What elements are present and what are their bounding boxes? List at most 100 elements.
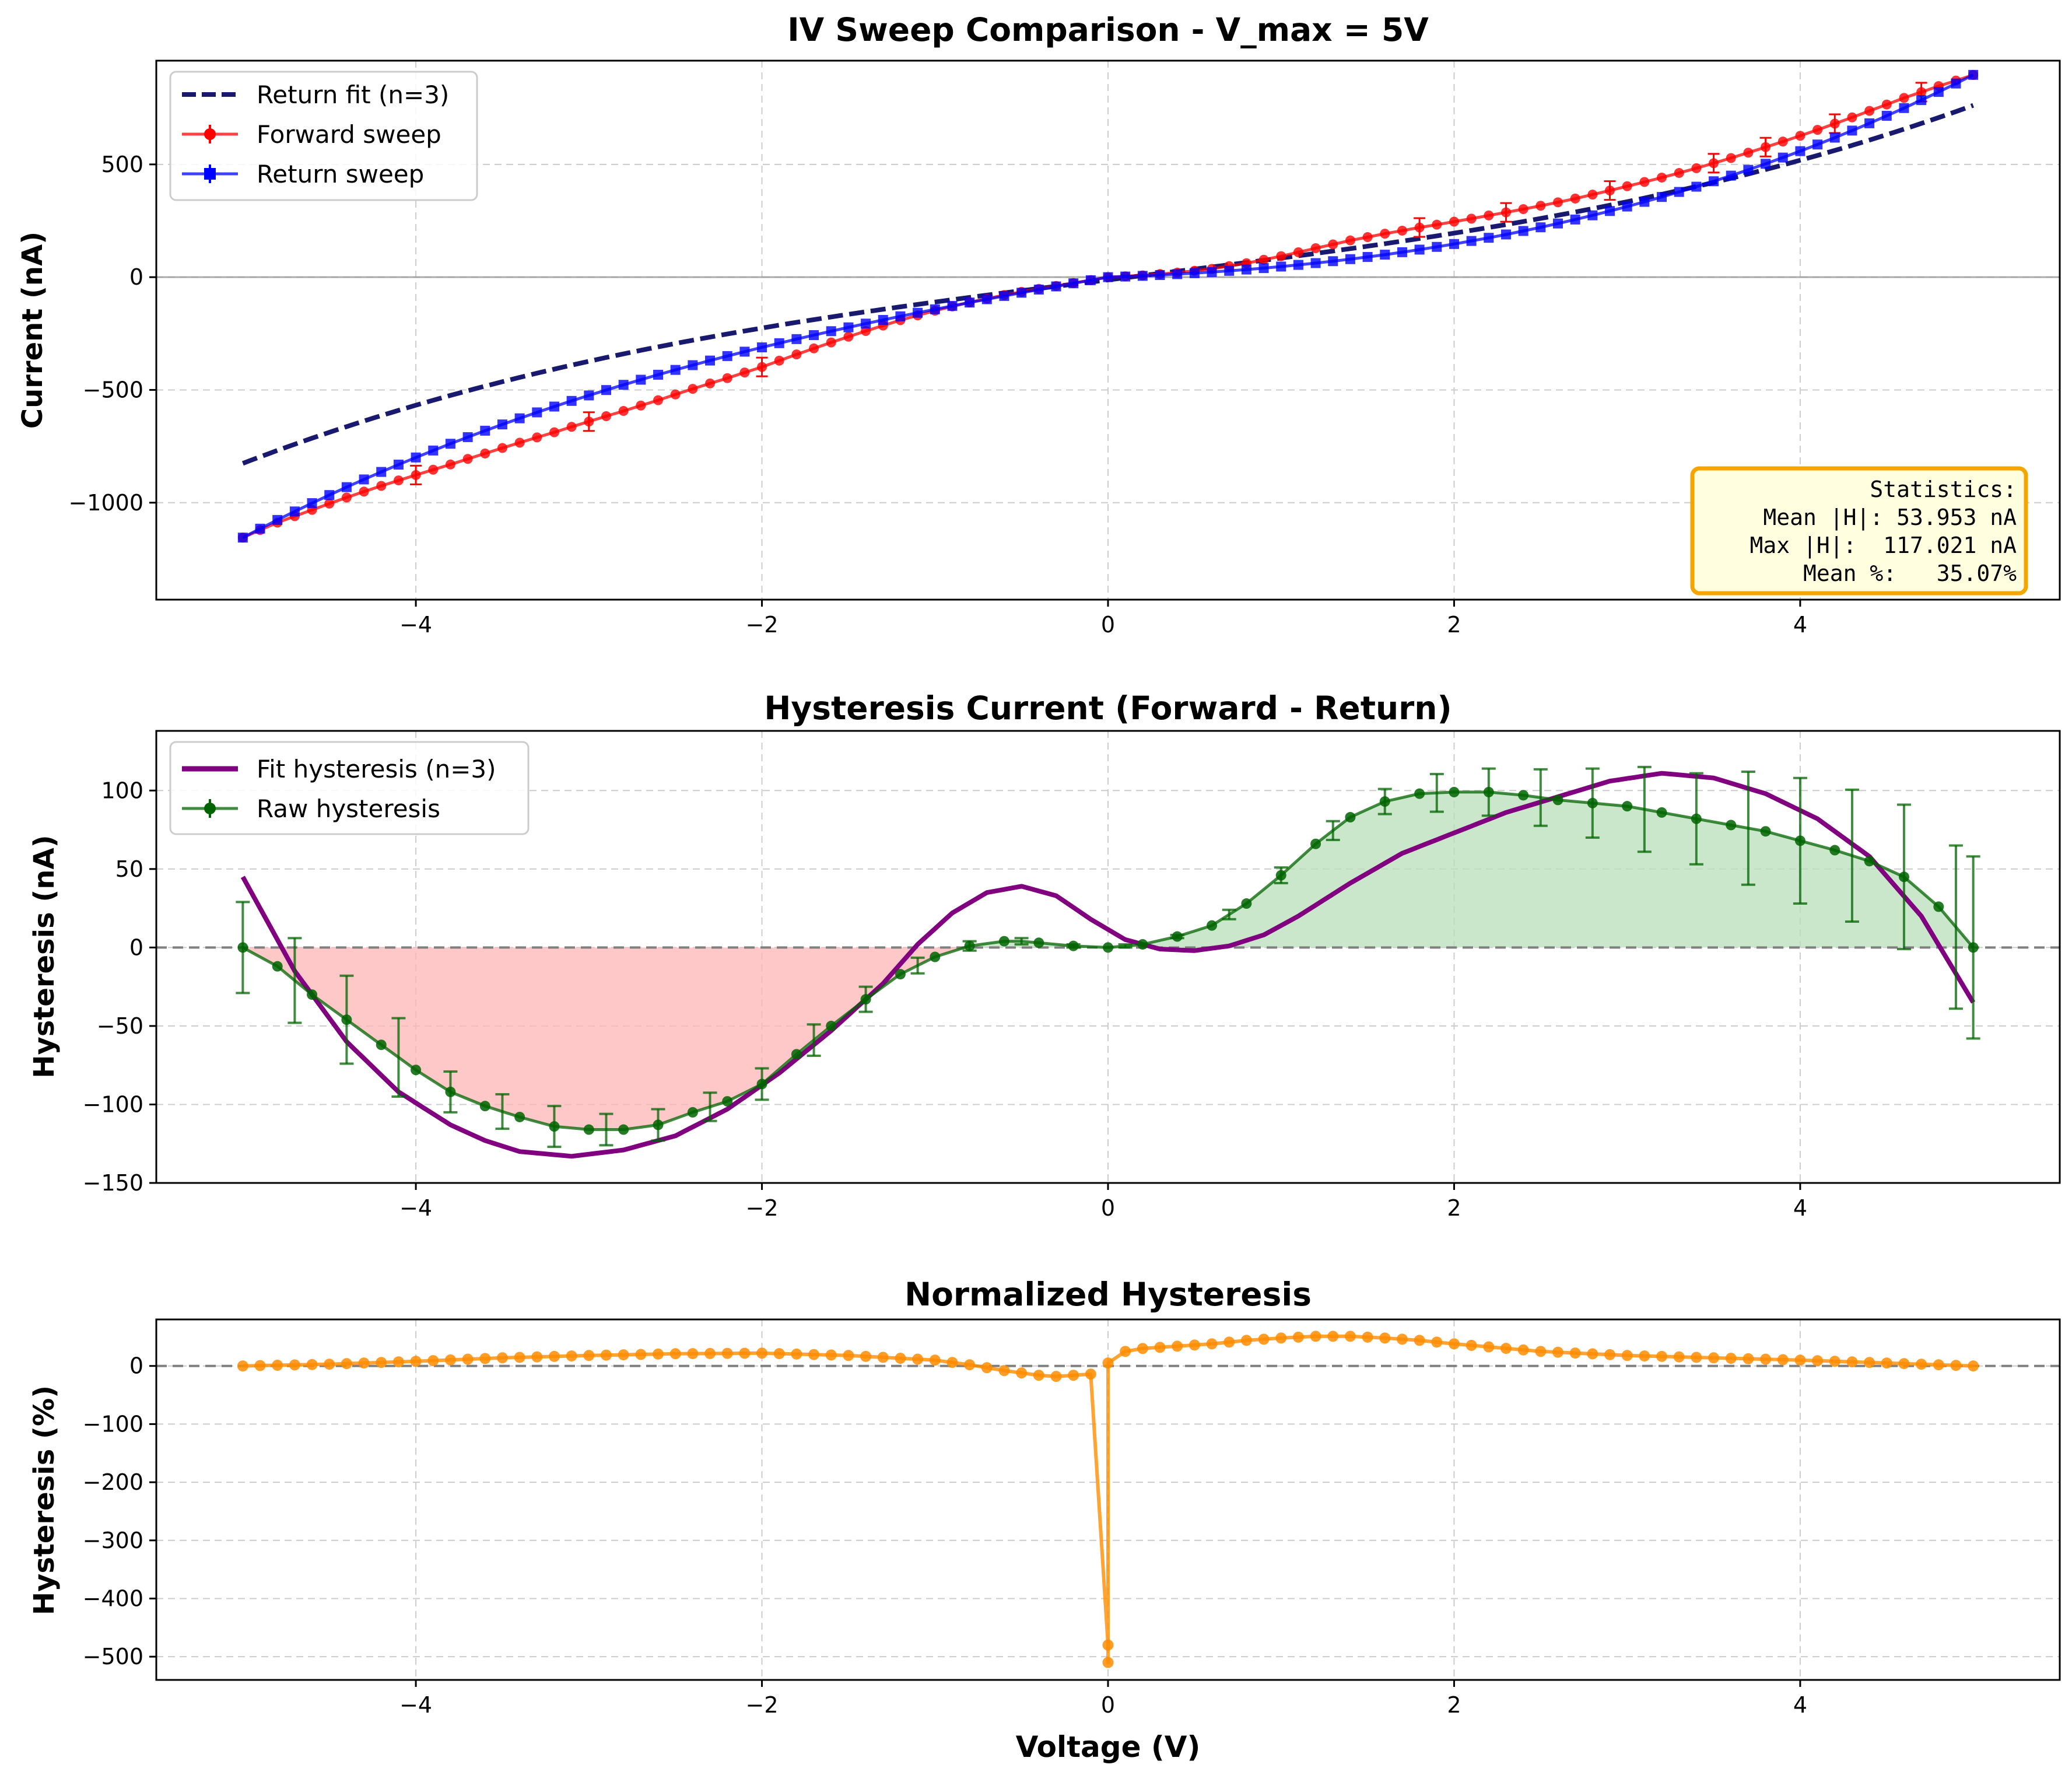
return-sweep-point xyxy=(1674,187,1684,197)
forward-sweep-point xyxy=(1761,142,1771,152)
forward-sweep-point xyxy=(1639,177,1650,187)
forward-sweep-point xyxy=(688,384,698,394)
normalized-hysteresis-point xyxy=(1275,1332,1287,1344)
hysteresis-fill xyxy=(243,792,1973,1130)
normalized-hysteresis-point xyxy=(1120,1346,1131,1357)
return-sweep-point xyxy=(1068,278,1079,289)
raw-hysteresis-point xyxy=(237,942,248,953)
forward-sweep-point xyxy=(1535,201,1546,211)
forward-sweep-point xyxy=(1258,254,1269,265)
forward-sweep-point xyxy=(1328,239,1338,250)
hysteresis-panel: −4 −2 0 2 4 −150 −100 −50 0 50 100 Hysteresis Curr… xyxy=(28,689,2061,1221)
forward-sweep-point xyxy=(705,378,716,388)
forward-sweep-point xyxy=(1345,235,1355,246)
return-sweep-point xyxy=(1605,206,1615,216)
raw-hysteresis-point xyxy=(687,1107,698,1118)
legend-label-return-fit: Return fit (n=3) xyxy=(257,80,449,109)
normalized-hysteresis-point xyxy=(1240,1335,1252,1346)
forward-sweep-point xyxy=(1570,193,1580,204)
normalized-hysteresis-point xyxy=(1172,1340,1183,1352)
forward-sweep-point xyxy=(566,422,577,432)
normalized-hysteresis-point xyxy=(998,1365,1010,1377)
iv-ticks: −4 −2 0 2 4 −1000 −500 0 500 xyxy=(68,152,1807,638)
return-sweep-point xyxy=(1172,269,1183,279)
normalized-hysteresis-point xyxy=(877,1352,889,1363)
return-sweep-point xyxy=(826,326,836,337)
return-sweep-point xyxy=(1103,272,1113,282)
return-sweep-point xyxy=(809,330,819,340)
normalized-hysteresis-point xyxy=(635,1349,647,1360)
return-sweep-point xyxy=(670,365,681,375)
return-sweep-point xyxy=(1777,152,1788,163)
raw-hysteresis-point xyxy=(1449,786,1460,797)
return-sweep-point xyxy=(1016,288,1027,298)
iv-legend-box xyxy=(169,71,478,201)
statistics-mean-percent: Mean %: 35.07% xyxy=(1803,561,2017,586)
normalized-hysteresis-point xyxy=(1258,1333,1270,1345)
hysteresis-xtick-label: −4 xyxy=(399,1195,432,1221)
raw-hysteresis-point xyxy=(1137,939,1148,950)
normalized-hysteresis-point xyxy=(1829,1356,1840,1367)
normalized-hysteresis-point xyxy=(1760,1353,1772,1365)
iv-plot-area xyxy=(237,69,1979,543)
return-sweep-point xyxy=(566,395,577,406)
return-sweep-point xyxy=(843,322,854,332)
legend-label-raw-hysteresis: Raw hysteresis xyxy=(257,794,440,823)
normalized-xtick-label: −2 xyxy=(746,1692,779,1718)
raw-hysteresis-point xyxy=(1794,835,1805,846)
return-sweep-point xyxy=(1500,229,1511,240)
raw-hysteresis-point xyxy=(1691,813,1702,824)
normalized-hysteresis-point xyxy=(1933,1359,1944,1371)
normalized-ytick-label: −400 xyxy=(83,1585,143,1611)
normalized-hysteresis-point xyxy=(392,1356,404,1368)
normalized-xtick-label: −4 xyxy=(399,1692,432,1718)
forward-sweep-point xyxy=(843,331,854,342)
raw-hysteresis-point xyxy=(1483,786,1494,797)
return-sweep-point xyxy=(861,318,871,329)
return-sweep-point xyxy=(1639,197,1650,207)
normalized-hysteresis-point xyxy=(1154,1342,1166,1353)
return-sweep-point xyxy=(359,474,369,485)
forward-sweep-point xyxy=(1293,247,1303,257)
raw-hysteresis-point xyxy=(1275,870,1286,881)
raw-hysteresis-point xyxy=(791,1049,802,1060)
normalized-hysteresis-point xyxy=(704,1347,716,1359)
return-sweep-point xyxy=(549,401,559,412)
raw-hysteresis-point xyxy=(1552,794,1563,806)
raw-hysteresis-point xyxy=(1207,920,1218,931)
forward-sweep-point xyxy=(1916,87,1927,97)
normalized-hysteresis-point xyxy=(1016,1367,1028,1379)
raw-hysteresis-point xyxy=(1310,838,1321,849)
legend-item-return-fit: Return fit (n=3) xyxy=(182,80,449,109)
forward-sweep-point xyxy=(636,400,646,411)
normalized-hysteresis-point xyxy=(1344,1331,1356,1342)
return-sweep-point xyxy=(514,413,525,423)
return-sweep-point xyxy=(947,300,958,311)
return-sweep-point xyxy=(1241,264,1251,275)
normalized-hysteresis-point xyxy=(531,1351,543,1363)
normalized-hysteresis-point xyxy=(739,1347,751,1359)
return-sweep-point xyxy=(1795,146,1805,156)
forward-sweep-point xyxy=(1726,153,1736,163)
normalized-xtick-label: 4 xyxy=(1793,1692,1807,1718)
forward-sweep-point xyxy=(341,492,352,503)
hysteresis-ytick-label: 100 xyxy=(101,778,143,803)
normalized-hysteresis-point xyxy=(1604,1349,1616,1360)
normalized-panel: −4 −2 0 2 4 −500 −400 −300 −200 −100 0 Normalized … xyxy=(28,1276,2061,1764)
return-sweep-point xyxy=(1951,78,1961,89)
normalized-hysteresis-point xyxy=(1206,1338,1218,1350)
normalized-hysteresis-point xyxy=(1068,1370,1079,1381)
normalized-hysteresis-point xyxy=(1033,1370,1044,1381)
legend-item-fit-hysteresis: Fit hysteresis (n=3) xyxy=(182,755,496,783)
hysteresis-legend: Fit hysteresis (n=3) Raw hysteresis xyxy=(169,741,530,835)
forward-sweep-point xyxy=(411,470,421,480)
normalized-hysteresis-point xyxy=(289,1359,300,1371)
forward-sweep-point xyxy=(1518,204,1528,214)
normalized-hysteresis-point xyxy=(791,1348,802,1360)
normalized-hysteresis-point xyxy=(1327,1331,1339,1342)
iv-sweep-panel: −4 −2 0 2 4 −1000 −500 0 500 IV Sweep Comparison… xyxy=(16,11,2061,638)
normalized-hysteresis-point xyxy=(1500,1343,1512,1354)
normalized-hysteresis-point xyxy=(1656,1350,1668,1362)
raw-hysteresis-point xyxy=(1414,788,1425,799)
normalized-hysteresis-point xyxy=(1414,1335,1425,1346)
